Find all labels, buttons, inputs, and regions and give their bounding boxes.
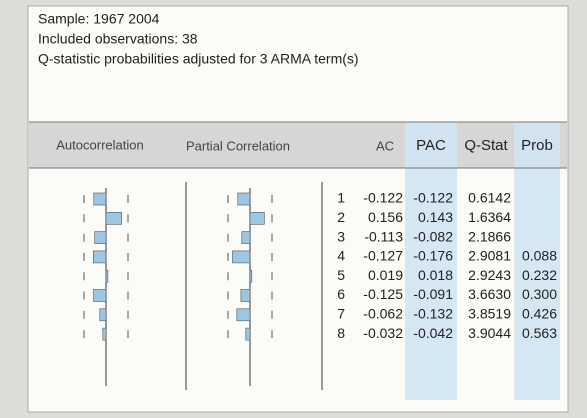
q-stat: 3.8519 <box>468 306 511 322</box>
q-stat: 3.6630 <box>468 286 511 302</box>
prob: 0.088 <box>522 248 557 264</box>
correlation-bar <box>249 212 265 225</box>
lag: 1 <box>337 190 345 206</box>
correlation-bar <box>240 289 251 302</box>
q-stat: 2.9243 <box>468 267 511 283</box>
correlation-bar <box>99 308 107 322</box>
panel <box>27 5 569 413</box>
prob: 0.300 <box>522 286 557 302</box>
ac-value: -0.113 <box>364 228 403 244</box>
correlation-bar <box>237 192 251 206</box>
column-header: Partial Correlation <box>186 138 290 153</box>
column-header: PAC <box>416 137 446 154</box>
correlation-bar <box>93 192 107 206</box>
pac-value: -0.042 <box>413 325 453 341</box>
correlation-bar <box>93 250 107 264</box>
correlation-bar <box>241 231 251 244</box>
prob: 0.563 <box>522 325 557 341</box>
correlation-bar <box>249 269 253 283</box>
prob: 0.426 <box>522 306 557 322</box>
column-header: Prob <box>521 137 553 154</box>
lag: 5 <box>337 267 345 283</box>
correlation-bar <box>232 250 251 264</box>
q-stat: 2.1866 <box>468 228 511 244</box>
q-stat: 0.6142 <box>468 190 511 206</box>
correlation-bar <box>93 289 107 302</box>
header-line: Q-statistic probabilities adjusted for 3… <box>38 51 359 67</box>
pac-value: 0.143 <box>418 209 453 225</box>
header-line: Sample: 1967 2004 <box>38 11 160 27</box>
prob: 0.232 <box>522 267 557 283</box>
lag: 6 <box>337 286 345 302</box>
q-stat: 1.6364 <box>468 209 511 225</box>
lag: 3 <box>337 228 345 244</box>
lag: 2 <box>337 209 345 225</box>
pac-value: -0.082 <box>413 228 453 244</box>
ac-value: 0.156 <box>368 209 403 225</box>
correlation-bar <box>245 327 251 341</box>
lag: 4 <box>337 248 345 264</box>
column-header: Autocorrelation <box>56 137 143 152</box>
correlation-bar <box>102 327 107 341</box>
correlation-bar <box>94 231 107 244</box>
q-stat: 2.9081 <box>468 248 511 264</box>
pac-value: 0.018 <box>418 267 453 283</box>
header-line: Included observations: 38 <box>38 31 198 47</box>
pac-value: -0.176 <box>413 248 453 264</box>
header-band <box>29 122 567 168</box>
ac-value: -0.127 <box>363 248 403 264</box>
correlation-bar <box>236 308 251 322</box>
pac-value: -0.091 <box>413 286 453 302</box>
column-header: AC <box>376 138 394 153</box>
pac-value: -0.132 <box>413 306 453 322</box>
ac-value: 0.019 <box>368 267 403 283</box>
lag: 8 <box>337 325 345 341</box>
column-header: Q-Stat <box>464 137 508 154</box>
correlation-bar <box>105 212 122 225</box>
ac-value: -0.122 <box>363 190 403 206</box>
q-stat: 3.9044 <box>468 325 511 341</box>
ac-value: -0.032 <box>363 325 403 341</box>
ac-value: -0.062 <box>363 306 403 322</box>
correlation-bar <box>105 269 109 283</box>
ac-value: -0.125 <box>363 286 403 302</box>
lag: 7 <box>337 306 345 322</box>
pac-value: -0.122 <box>413 190 453 206</box>
